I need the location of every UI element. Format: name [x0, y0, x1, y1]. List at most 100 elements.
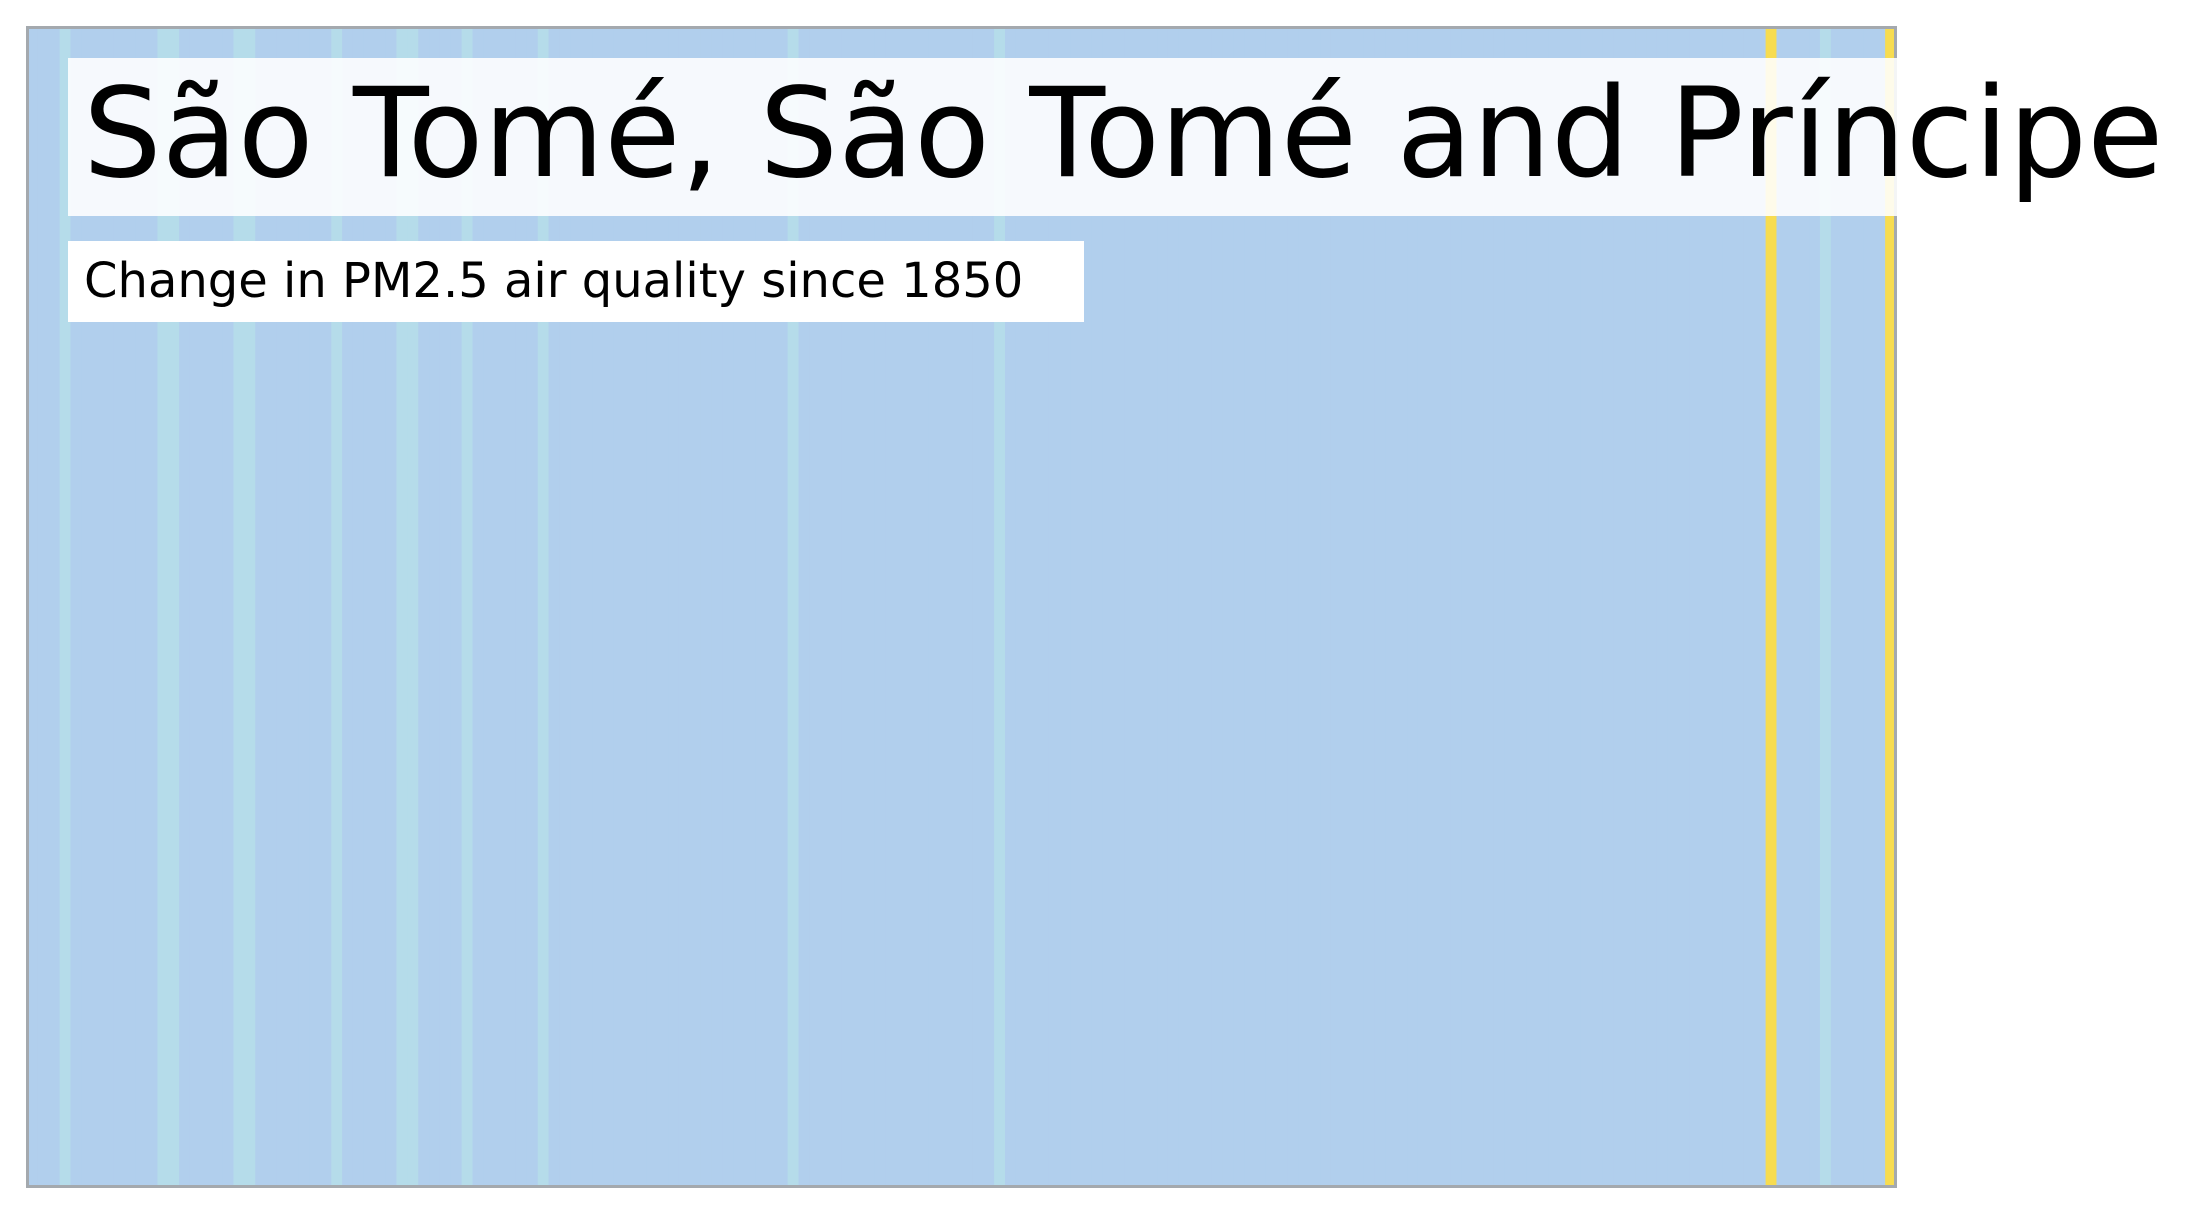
stripe-1893 [494, 27, 506, 1187]
stripe-1968 [1309, 27, 1321, 1187]
stripe-1910 [678, 27, 691, 1187]
stripe-1999 [1646, 27, 1658, 1187]
stripe-1963 [1254, 27, 1267, 1187]
stripe-1997 [1624, 27, 1636, 1187]
stripe-1937 [972, 27, 984, 1187]
stripe-1959 [1211, 27, 1223, 1187]
stripe-1980 [1439, 27, 1452, 1187]
stripe-1952 [1135, 27, 1147, 1187]
stripe-1977 [1407, 27, 1419, 1187]
chart-title: São Tomé, São Tomé and Príncipe [83, 62, 2164, 206]
stripe-1889 [450, 27, 463, 1187]
stripe-1956 [1178, 27, 1191, 1187]
stripe-1881 [363, 27, 376, 1187]
stripe-1885 [407, 27, 419, 1187]
stripe-1869 [233, 27, 245, 1187]
stripe-1957 [1189, 27, 1202, 1187]
stripe-2000 [1656, 27, 1669, 1187]
stripe-1961 [1233, 27, 1245, 1187]
stripe-1875 [298, 27, 311, 1187]
stripe-1965 [1276, 27, 1289, 1187]
stripe-1967 [1298, 27, 1310, 1187]
stripe-1888 [439, 27, 452, 1187]
stripe-1995 [1602, 27, 1615, 1187]
stripe-1906 [635, 27, 647, 1187]
stripe-1984 [1483, 27, 1495, 1187]
stripe-1933 [928, 27, 941, 1187]
stripe-1870 [244, 27, 256, 1187]
stripe-1925 [841, 27, 854, 1187]
stripe-2021 [1885, 27, 1897, 1187]
stripe-1904 [613, 27, 626, 1187]
stripe-2009 [1754, 27, 1767, 1187]
stripe-2017 [1841, 27, 1854, 1187]
stripe-1960 [1222, 27, 1234, 1187]
stripe-1929 [885, 27, 897, 1187]
stripe-2013 [1798, 27, 1810, 1187]
stripe-1865 [189, 27, 202, 1187]
stripe-1873 [276, 27, 289, 1187]
stripe-1857 [103, 27, 115, 1187]
stripe-2019 [1863, 27, 1875, 1187]
stripe-1856 [92, 27, 104, 1187]
stripe-1982 [1461, 27, 1473, 1187]
stripe-1935 [950, 27, 963, 1187]
stripe-1914 [722, 27, 734, 1187]
stripe-2020 [1874, 27, 1886, 1187]
stripe-2010 [1765, 27, 1778, 1187]
stripe-1892 [483, 27, 495, 1187]
stripe-1866 [200, 27, 213, 1187]
stripe-1994 [1591, 27, 1604, 1187]
stripe-1902 [592, 27, 604, 1187]
subtitle-background [68, 241, 1084, 322]
stripe-1909 [668, 27, 680, 1187]
stripe-1896 [526, 27, 539, 1187]
stripe-1964 [1265, 27, 1278, 1187]
stripe-1949 [1102, 27, 1115, 1187]
stripe-1863 [168, 27, 180, 1187]
stripe-2012 [1787, 27, 1799, 1187]
title-background [68, 58, 1898, 216]
stripe-2004 [1700, 27, 1712, 1187]
stripe-1854 [70, 27, 82, 1187]
stripe-1891 [472, 27, 484, 1187]
stripe-2014 [1809, 27, 1821, 1187]
stripe-1990 [1548, 27, 1560, 1187]
stripe-1930 [896, 27, 908, 1187]
stripe-1945 [1059, 27, 1071, 1187]
stripe-1878 [331, 27, 343, 1187]
stripe-1851 [37, 27, 50, 1187]
stripe-1911 [689, 27, 702, 1187]
chart-subtitle: Change in PM2.5 air quality since 1850 [84, 253, 1024, 309]
stripe-1938 [983, 27, 995, 1187]
stripe-1890 [461, 27, 474, 1187]
stripe-1886 [418, 27, 430, 1187]
stripe-1883 [385, 27, 398, 1187]
plot-frame [26, 26, 1897, 1188]
stripe-1864 [179, 27, 191, 1187]
stripe-1950 [1113, 27, 1126, 1187]
stripe-1983 [1472, 27, 1484, 1187]
stripe-1900 [570, 27, 582, 1187]
stripe-1973 [1363, 27, 1376, 1187]
stripe-2016 [1830, 27, 1843, 1187]
stripe-1919 [776, 27, 789, 1187]
stripe-1972 [1352, 27, 1365, 1187]
stripe-1926 [852, 27, 865, 1187]
stripe-1928 [874, 27, 887, 1187]
stripe-1931 [907, 27, 919, 1187]
stripe-1944 [1048, 27, 1060, 1187]
stripe-1921 [798, 27, 810, 1187]
stripe-2018 [1852, 27, 1864, 1187]
stripe-1907 [646, 27, 658, 1187]
stripe-1913 [711, 27, 724, 1187]
stripe-1993 [1580, 27, 1593, 1187]
stripe-1897 [537, 27, 550, 1187]
stripe-2005 [1711, 27, 1723, 1187]
stripe-1936 [961, 27, 973, 1187]
stripe-1947 [1081, 27, 1093, 1187]
stripe-1901 [581, 27, 593, 1187]
stripe-1971 [1341, 27, 1354, 1187]
stripe-1860 [135, 27, 148, 1187]
stripe-1927 [863, 27, 876, 1187]
